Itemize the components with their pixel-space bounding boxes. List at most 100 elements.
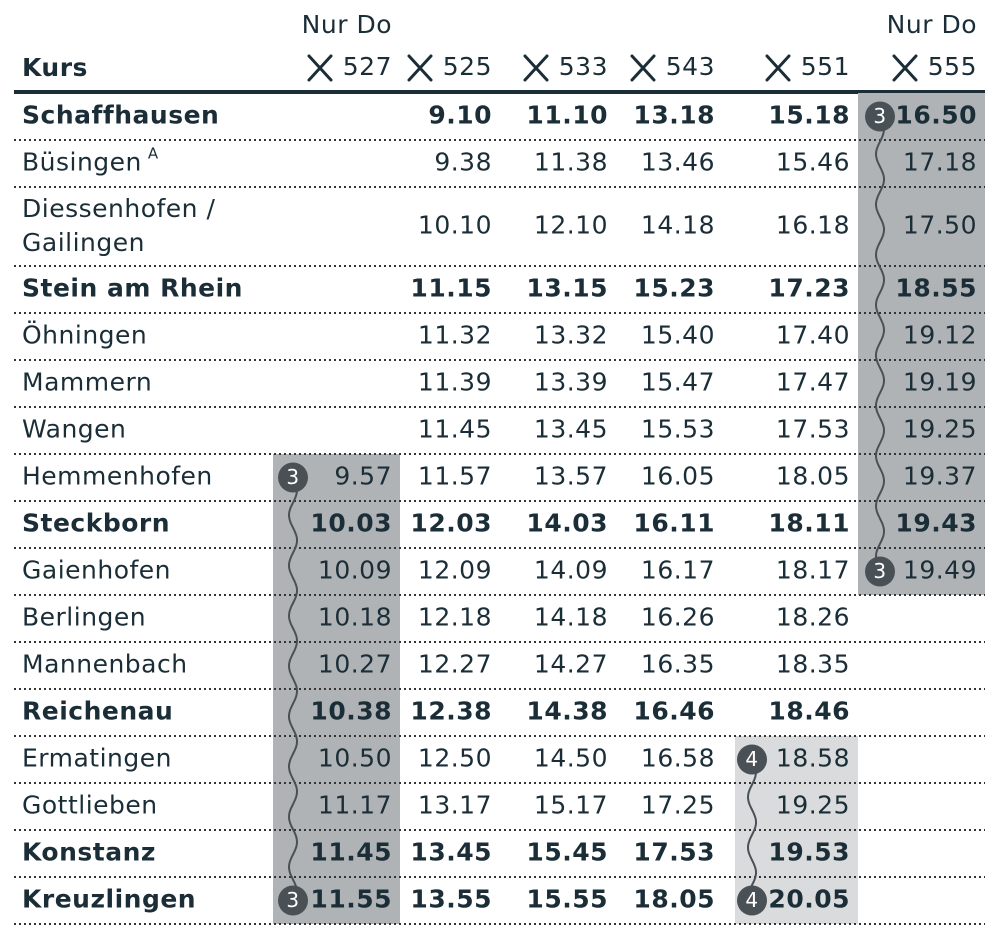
departure-time: 14.27 bbox=[534, 650, 608, 679]
course-number: 555 bbox=[928, 52, 977, 81]
station-name: Berlingen bbox=[22, 603, 146, 632]
departure-time: 15.17 bbox=[534, 791, 608, 820]
departure-time: 12.38 bbox=[410, 697, 492, 726]
departure-time: 17.47 bbox=[776, 368, 850, 397]
departure-time: 16.50 bbox=[895, 101, 977, 130]
departure-time: 13.39 bbox=[534, 368, 608, 397]
badge bbox=[737, 744, 767, 775]
departure-time: 10.50 bbox=[318, 744, 392, 773]
departure-time: 16.05 bbox=[641, 462, 715, 491]
departure-time: 12.50 bbox=[418, 744, 492, 773]
departure-time: 19.19 bbox=[903, 368, 977, 397]
departure-time: 14.18 bbox=[641, 211, 715, 240]
station-name: Öhningen bbox=[22, 321, 147, 350]
departure-time: 19.25 bbox=[903, 415, 977, 444]
departure-time: 18.26 bbox=[776, 603, 850, 632]
station-name: Hemmenhofen bbox=[22, 462, 213, 491]
departure-time: 12.27 bbox=[418, 650, 492, 679]
departure-time: 18.55 bbox=[895, 274, 977, 303]
departure-time: 10.09 bbox=[318, 556, 392, 585]
restaurant-icon bbox=[407, 54, 433, 82]
departure-time: 13.45 bbox=[410, 838, 492, 867]
station-name: Büsingen A bbox=[22, 144, 159, 177]
course-number: 525 bbox=[443, 52, 492, 81]
departure-time: 12.03 bbox=[410, 509, 492, 538]
station-name: Konstanz bbox=[22, 838, 156, 867]
departure-time: 14.09 bbox=[534, 556, 608, 585]
departure-time: 11.45 bbox=[418, 415, 492, 444]
departure-time: 18.35 bbox=[776, 650, 850, 679]
icon-knife bbox=[892, 54, 918, 82]
icon-knife bbox=[523, 54, 549, 82]
departure-time: 10.10 bbox=[418, 211, 492, 240]
connector-wave bbox=[287, 477, 299, 900]
badge-label: 3 bbox=[873, 559, 886, 583]
departure-time: 16.58 bbox=[641, 744, 715, 773]
connector-wave bbox=[874, 116, 886, 571]
icon-knife bbox=[307, 54, 333, 82]
departure-time: 15.46 bbox=[776, 148, 850, 177]
departure-time: 13.46 bbox=[641, 148, 715, 177]
column-note: Nur Do bbox=[887, 10, 977, 39]
departure-time: 18.05 bbox=[633, 885, 715, 914]
badge-label: 4 bbox=[745, 888, 758, 912]
badge-label: 4 bbox=[745, 747, 758, 771]
station-name: Gaienhofen bbox=[22, 556, 171, 585]
departure-time: 13.17 bbox=[418, 791, 492, 820]
departure-time: 15.18 bbox=[768, 101, 850, 130]
header-label: Kurs bbox=[22, 53, 88, 82]
departure-time: 10.38 bbox=[310, 697, 392, 726]
departure-time: 14.18 bbox=[534, 603, 608, 632]
departure-time: 16.46 bbox=[633, 697, 715, 726]
departure-time: 15.45 bbox=[526, 838, 608, 867]
badge bbox=[278, 885, 308, 916]
departure-time: 17.25 bbox=[641, 791, 715, 820]
station-name: Gottlieben bbox=[22, 791, 158, 820]
footnote-mark: A bbox=[148, 144, 159, 162]
station-name: Mannenbach bbox=[22, 650, 188, 679]
departure-time: 13.55 bbox=[410, 885, 492, 914]
departure-time: 17.53 bbox=[776, 415, 850, 444]
departure-time: 18.05 bbox=[776, 462, 850, 491]
station-name: Kreuzlingen bbox=[22, 885, 196, 914]
departure-time: 15.40 bbox=[641, 321, 715, 350]
departure-time: 18.46 bbox=[768, 697, 850, 726]
course-number: 533 bbox=[559, 52, 608, 81]
departure-time: 11.10 bbox=[526, 101, 608, 130]
restaurant-icon bbox=[630, 54, 656, 82]
departure-time: 9.10 bbox=[428, 101, 492, 130]
badge bbox=[865, 101, 895, 132]
badge bbox=[865, 556, 895, 587]
badge bbox=[737, 885, 767, 916]
restaurant-icon bbox=[765, 54, 791, 82]
departure-time: 15.47 bbox=[641, 368, 715, 397]
departure-time: 17.53 bbox=[633, 838, 715, 867]
departure-time: 19.43 bbox=[895, 509, 977, 538]
departure-time: 13.45 bbox=[534, 415, 608, 444]
course-number: 527 bbox=[343, 52, 392, 81]
departure-time: 11.55 bbox=[310, 885, 392, 914]
departure-time: 11.32 bbox=[418, 321, 492, 350]
station-name: Gailingen bbox=[22, 228, 145, 257]
badge bbox=[278, 462, 308, 493]
departure-time: 17.23 bbox=[768, 274, 850, 303]
departure-time: 19.37 bbox=[903, 462, 977, 491]
departure-time: 18.11 bbox=[768, 509, 850, 538]
departure-time: 17.18 bbox=[903, 148, 977, 177]
departure-time: 13.57 bbox=[534, 462, 608, 491]
badge-label: 3 bbox=[286, 888, 299, 912]
departure-time: 12.18 bbox=[418, 603, 492, 632]
departure-time: 9.57 bbox=[334, 462, 392, 491]
departure-time: 11.38 bbox=[534, 148, 608, 177]
departure-time: 14.38 bbox=[526, 697, 608, 726]
station-name: Ermatingen bbox=[22, 744, 172, 773]
departure-time: 11.17 bbox=[318, 791, 392, 820]
departure-time: 18.17 bbox=[776, 556, 850, 585]
station-name: Steckborn bbox=[22, 509, 170, 538]
departure-time: 16.35 bbox=[641, 650, 715, 679]
icon-knife bbox=[630, 54, 656, 82]
departure-time: 9.38 bbox=[434, 148, 492, 177]
course-number: 551 bbox=[801, 52, 850, 81]
station-name: Diessenhofen / bbox=[22, 194, 215, 223]
